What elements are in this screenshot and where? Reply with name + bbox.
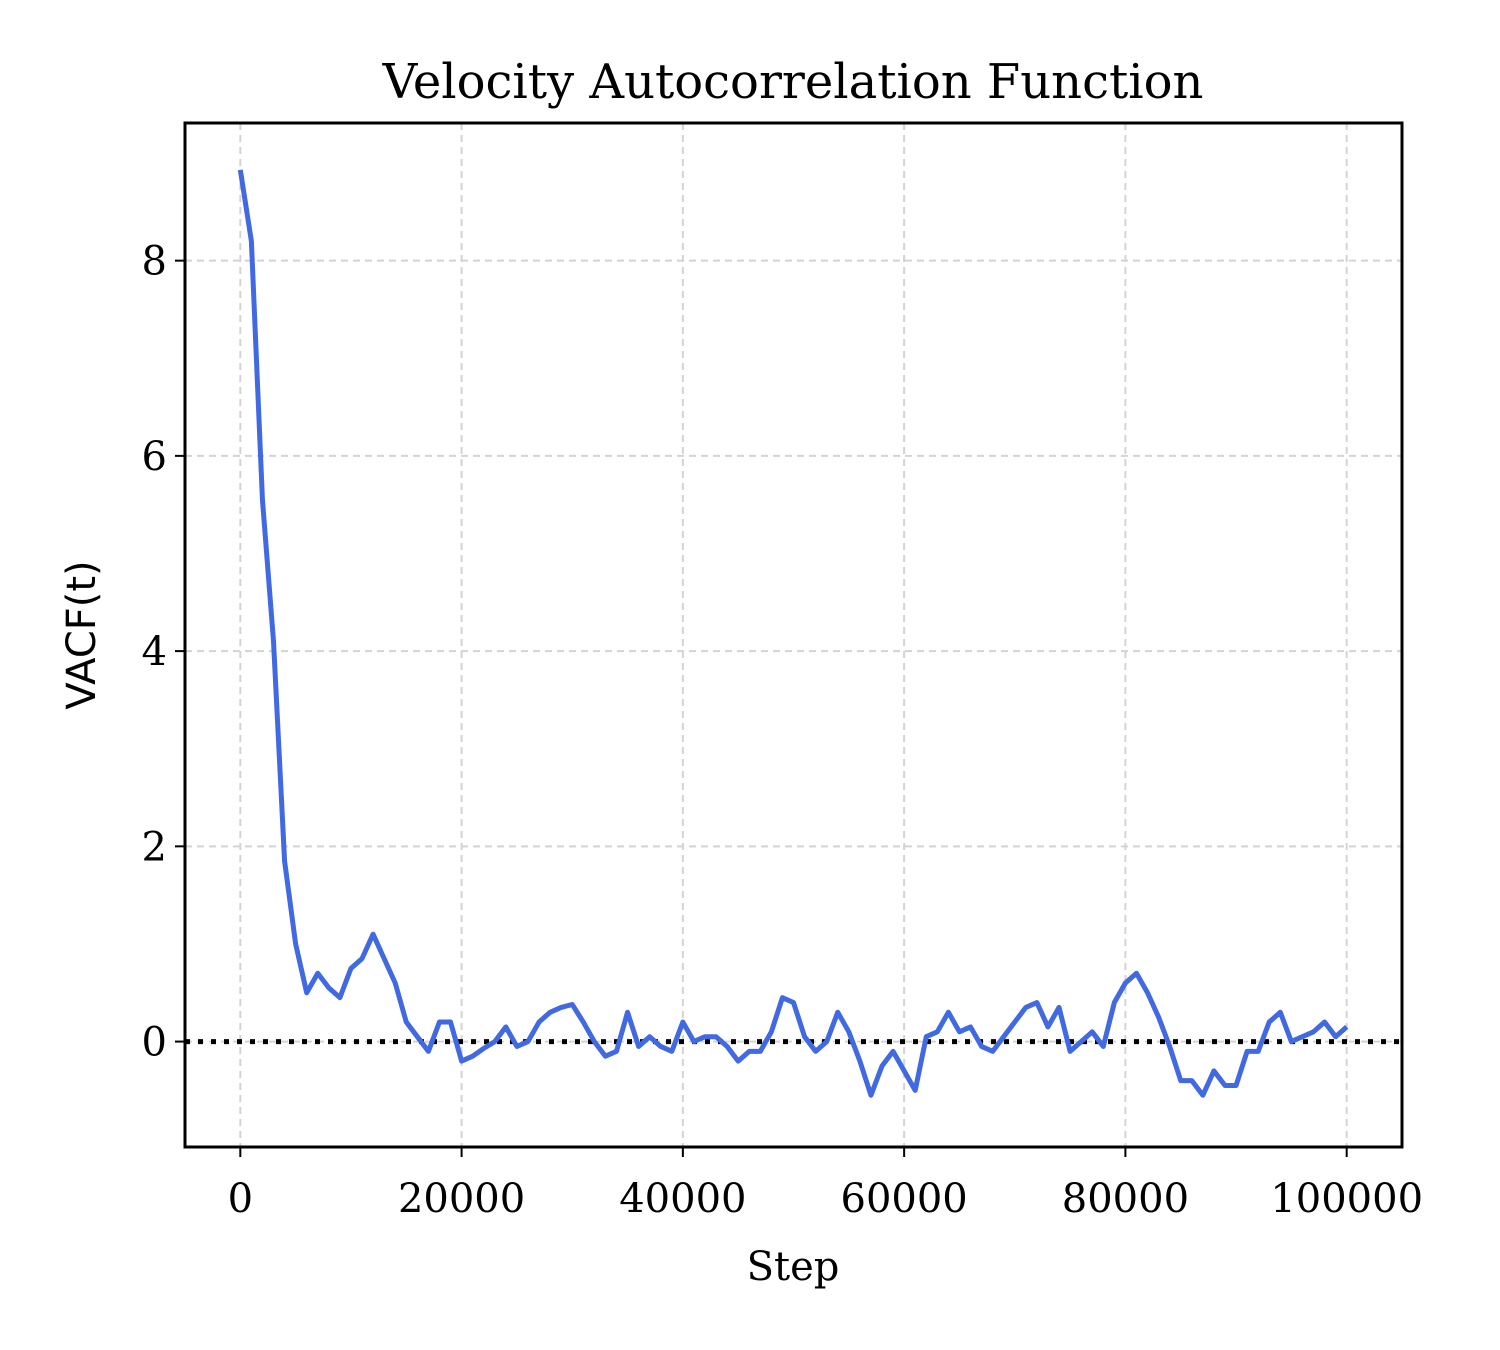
x-tick-label: 0 xyxy=(228,1176,253,1222)
x-tick-label: 60000 xyxy=(841,1176,968,1222)
y-tick-label: 6 xyxy=(142,434,167,480)
x-tick-label: 20000 xyxy=(398,1176,525,1222)
x-tick-label: 40000 xyxy=(619,1176,746,1222)
y-axis-label: VACF(t) xyxy=(59,560,105,709)
y-tick-label: 8 xyxy=(142,239,167,285)
chart-title: Velocity Autocorrelation Function xyxy=(382,54,1204,110)
x-axis-label: Step xyxy=(747,1244,840,1290)
y-tick-label: 4 xyxy=(142,629,167,675)
y-tick-label: 2 xyxy=(142,824,167,870)
data-line xyxy=(237,169,1349,1098)
y-tick-label: 0 xyxy=(142,1020,167,1066)
plot-frame xyxy=(183,121,1404,1149)
x-tick-label: 100000 xyxy=(1270,1176,1423,1222)
x-tick-label: 80000 xyxy=(1062,1176,1189,1222)
